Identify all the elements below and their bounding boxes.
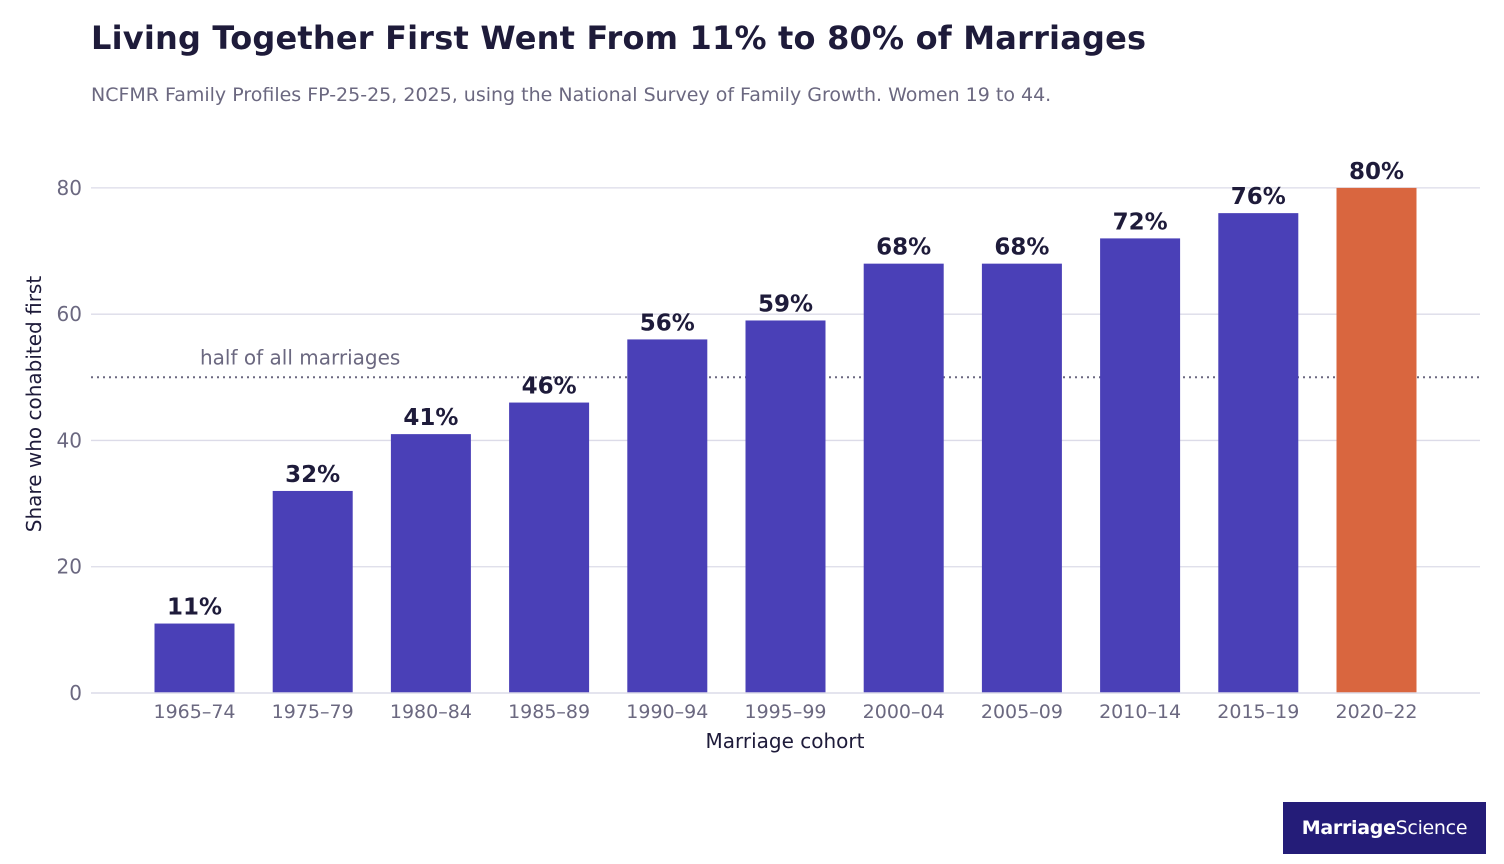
data-labels: 11% 32% 41% 46% 56% 59% 68% 68% 72% 76% 80% — [167, 159, 1404, 621]
data-label: 11% — [167, 595, 222, 621]
y-tick-label: 60 — [57, 302, 82, 326]
brand-logo-part1: Marriage — [1301, 817, 1396, 839]
chart-subtitle: NCFMR Family Profiles FP-25-25, 2025, us… — [91, 84, 1052, 106]
bar-1985–89 — [509, 402, 590, 693]
bar-1980–84 — [390, 434, 471, 693]
data-label: 68% — [876, 235, 931, 261]
x-axis-title: Marriage cohort — [706, 729, 865, 753]
reference-line-group: half of all marriages — [91, 345, 1480, 379]
x-tick-label: 1965–74 — [153, 701, 235, 723]
data-label: 72% — [1113, 209, 1168, 235]
bar-1990–94 — [627, 339, 708, 693]
bar-2010–14 — [1100, 238, 1181, 693]
data-label: 68% — [994, 235, 1049, 261]
y-tick-label: 80 — [57, 176, 82, 200]
bar-2015–19 — [1218, 213, 1299, 694]
bar-1965–74 — [154, 623, 235, 693]
brand-logo-part2: Science — [1395, 817, 1468, 839]
bar-2000–04 — [863, 263, 944, 693]
x-tick-label: 1995–99 — [744, 701, 826, 723]
bar-1995–99 — [745, 320, 826, 693]
x-tick-label: 2020–22 — [1335, 701, 1417, 723]
data-label: 46% — [522, 374, 577, 400]
axes: 0 20 40 60 80 1965–74 1975–79 1980–84 1985–89 199… — [22, 176, 1480, 753]
reference-line-label: half of all marriages — [200, 345, 400, 369]
data-label: 80% — [1349, 159, 1404, 185]
data-label: 56% — [640, 310, 695, 336]
data-label: 76% — [1231, 184, 1286, 210]
x-tick-label: 2000–04 — [863, 701, 945, 723]
x-tick-label: 1985–89 — [508, 701, 590, 723]
bar-2005–09 — [981, 263, 1062, 693]
brand-logo: Marriage Science — [1283, 802, 1486, 854]
data-label: 59% — [758, 291, 813, 317]
x-tick-label: 1980–84 — [390, 701, 472, 723]
x-tick-label: 2015–19 — [1217, 701, 1299, 723]
x-tick-label: 2010–14 — [1099, 701, 1181, 723]
y-tick-label: 0 — [69, 681, 82, 705]
y-axis-title: Share who cohabited first — [22, 276, 46, 533]
x-tick-label: 2005–09 — [981, 701, 1063, 723]
data-label: 41% — [403, 405, 458, 431]
y-tick-label: 40 — [57, 428, 82, 452]
bar-1975–79 — [272, 490, 353, 693]
bars — [154, 187, 1417, 694]
x-tick-label: 1975–79 — [272, 701, 354, 723]
x-tick-label: 1990–94 — [626, 701, 708, 723]
bar-2020–22 — [1336, 187, 1417, 693]
chart-title: Living Together First Went From 11% to 8… — [91, 19, 1147, 57]
data-label: 32% — [285, 462, 340, 488]
y-tick-label: 20 — [57, 555, 82, 579]
